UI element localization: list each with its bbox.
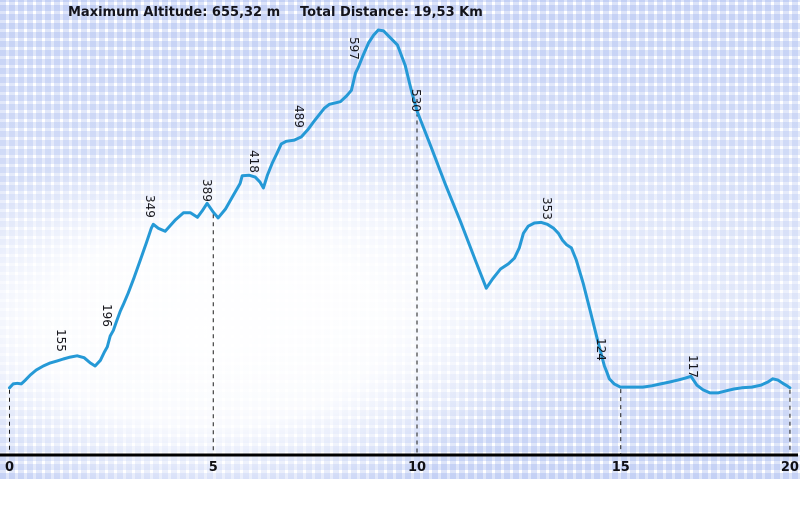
x-tick-label-10: 10 <box>407 460 427 475</box>
point-label-597: 597 <box>347 37 362 61</box>
point-label-389: 389 <box>200 179 215 203</box>
point-label-530: 530 <box>409 89 424 113</box>
point-label-418: 418 <box>247 150 262 173</box>
point-label-349: 349 <box>143 194 158 218</box>
x-tick-label-5: 5 <box>208 460 218 475</box>
point-label-353: 353 <box>540 196 555 220</box>
max-altitude-stat: Maximum Altitude: 655,32 m <box>68 5 281 20</box>
x-tick-label-0: 0 <box>4 460 15 475</box>
point-label-117: 117 <box>686 355 701 379</box>
point-label-196: 196 <box>100 303 115 327</box>
total-distance-stat: Total Distance: 19,53 Km <box>300 5 483 20</box>
background-glow <box>0 0 800 479</box>
point-label-124: 124 <box>594 338 609 361</box>
point-label-155: 155 <box>53 328 68 352</box>
x-tick-label-20: 20 <box>780 460 799 475</box>
elevation-profile-line <box>8 28 792 395</box>
point-label-489: 489 <box>291 105 306 128</box>
x-tick-label-15: 15 <box>611 460 630 475</box>
